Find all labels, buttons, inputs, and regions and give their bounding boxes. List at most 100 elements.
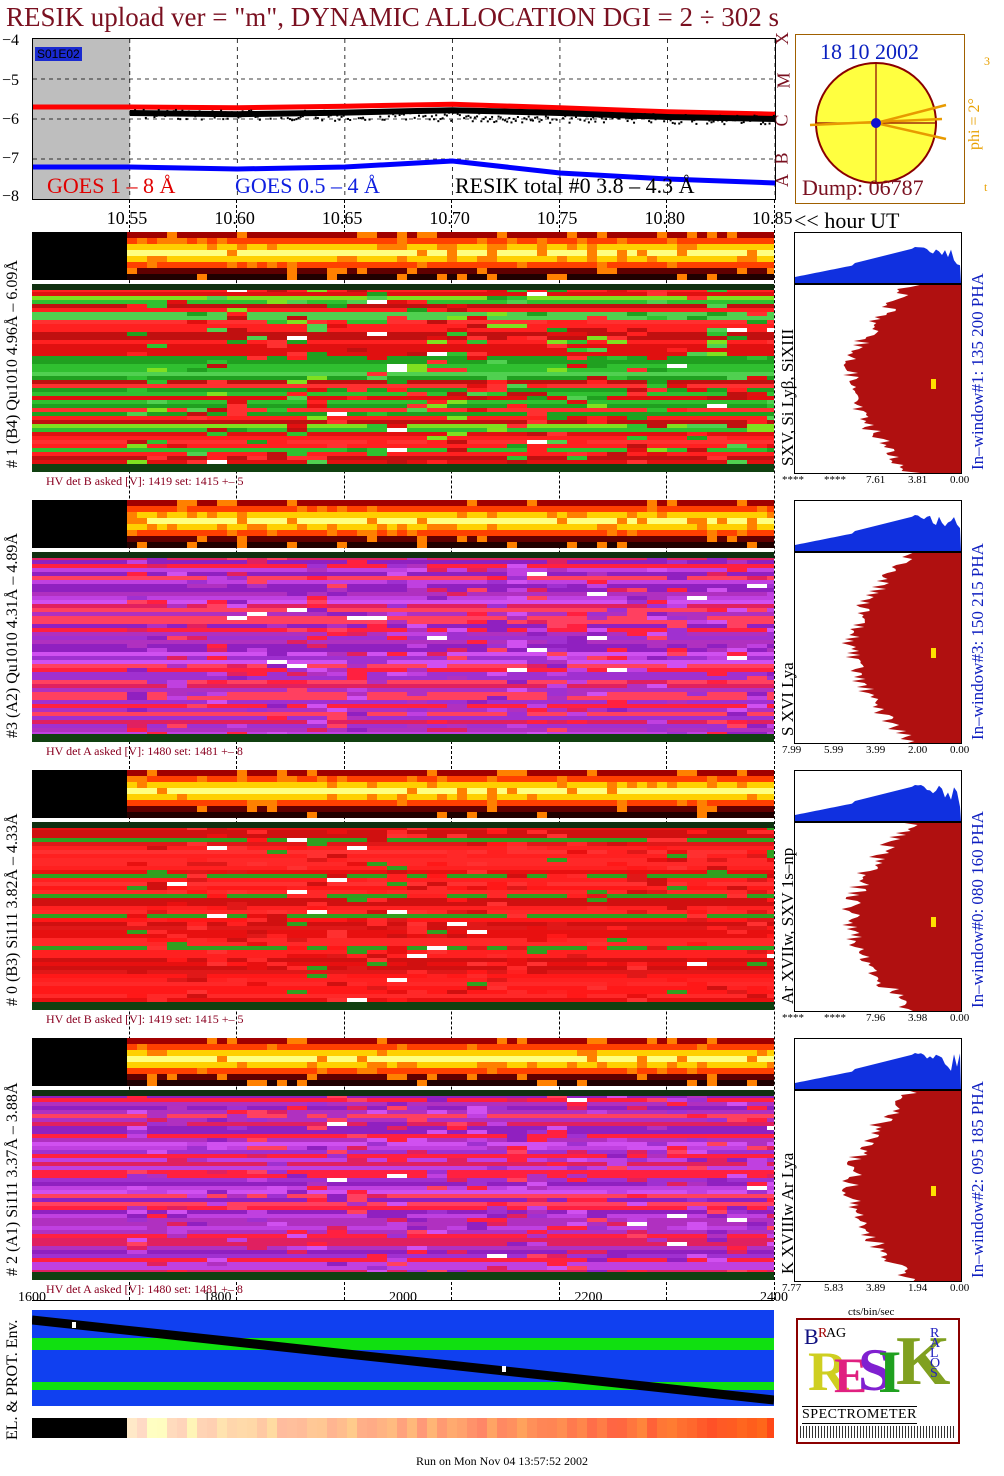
window-label: In–window#0: 080 160 PHA — [968, 811, 987, 1008]
pha-tick: 1.94 — [908, 1282, 928, 1294]
resik-logo: R E S I K B R A G S O L A R SPECTROMETER — [796, 1318, 960, 1444]
y-tick: −4 — [2, 32, 20, 49]
resik-noise-point — [452, 111, 455, 114]
resik-noise-point — [615, 116, 618, 119]
resik-noise-point — [570, 117, 573, 120]
env-panel — [32, 1310, 774, 1406]
resik-noise-point — [658, 116, 661, 119]
channel-label: # 0 (B3) Si111 3.82Å – 4.33Å — [4, 813, 21, 1006]
resik-noise-point — [284, 112, 287, 115]
resik-noise-point — [144, 116, 147, 119]
pha-tick: **** — [824, 1012, 846, 1024]
pha-blue-histogram — [794, 1038, 962, 1090]
pha-blue-histogram — [794, 770, 962, 822]
resik-noise-point — [181, 109, 184, 112]
time-gridline — [128, 200, 130, 1300]
resik-noise-point — [256, 115, 259, 118]
resik-noise-point — [448, 111, 451, 114]
resik-noise-point — [564, 115, 567, 118]
resik-noise-point — [162, 110, 165, 113]
window-label: In–window#3: 150 215 PHA — [968, 543, 987, 740]
resik-noise-point — [207, 114, 210, 117]
resik-noise-point — [680, 121, 683, 124]
resik-noise-point — [209, 112, 212, 115]
logo-small-r: R — [818, 1326, 828, 1341]
resik-noise-point — [228, 113, 231, 116]
resik-noise-point — [372, 110, 375, 113]
resik-noise-point — [198, 110, 201, 113]
hv-readout: HV det A asked [V]: 1480 set: 1481 +– 8 — [46, 1282, 243, 1296]
resik-noise-point — [697, 116, 700, 119]
env-axis-frame — [32, 1300, 774, 1301]
resik-noise-point — [506, 120, 509, 123]
resik-noise-point — [226, 117, 229, 120]
resik-noise-point — [273, 113, 276, 116]
pha-tick: 7.99 — [782, 744, 802, 756]
resik-noise-point — [551, 118, 554, 121]
resik-noise-point — [134, 109, 137, 112]
env-tick: 2400 — [760, 1290, 788, 1305]
resik-noise-point — [723, 123, 726, 126]
resik-noise-point — [258, 118, 261, 121]
resik-noise-point — [770, 118, 773, 121]
resik-noise-point — [476, 115, 479, 118]
resik-noise-point — [250, 109, 253, 112]
resik-noise-point — [482, 117, 485, 120]
sun-disk — [809, 62, 947, 184]
resik-noise-point — [574, 116, 577, 119]
resik-noise-point — [654, 118, 657, 121]
dump-label: Dump: 06787 — [802, 175, 924, 200]
resik-noise-point — [174, 108, 177, 111]
time-gridline — [236, 200, 238, 1300]
resik-noise-point — [433, 118, 436, 121]
resik-noise-point — [441, 117, 444, 120]
resik-noise-point — [233, 114, 236, 117]
resik-noise-point — [669, 119, 672, 122]
resik-noise-point — [243, 111, 246, 114]
class-letter-m: M — [773, 72, 794, 89]
resik-noise-point — [331, 110, 334, 113]
resik-noise-point — [744, 118, 747, 121]
resik-noise-point — [443, 113, 446, 116]
resik-noise-point — [172, 110, 175, 113]
resik-noise-point — [764, 123, 767, 126]
resik-noise-point — [263, 113, 266, 116]
resik-noise-point — [422, 115, 425, 118]
resik-noise-point — [192, 114, 195, 117]
resik-noise-point — [673, 122, 676, 125]
page-title: RESIK upload ver = "m", DYNAMIC ALLOCATI… — [6, 2, 780, 32]
resik-noise-point — [768, 122, 771, 125]
resik-noise-point — [747, 119, 750, 122]
resik-noise-point — [630, 118, 633, 121]
resik-noise-point — [357, 117, 360, 120]
resik-noise-point — [239, 115, 242, 118]
resik-noise-point — [514, 119, 517, 122]
resik-noise-point — [377, 110, 380, 113]
resik-noise-point — [656, 115, 659, 118]
resik-noise-point — [495, 120, 498, 123]
resik-noise-point — [542, 112, 545, 115]
sun-date: 18 10 2002 — [820, 39, 919, 64]
pha-blue-histogram — [794, 232, 962, 284]
legend-goes-short: GOES 0.5 – 4 Å — [235, 173, 380, 198]
resik-noise-point — [222, 118, 225, 121]
resik-noise-point — [142, 108, 145, 111]
time-gridline — [558, 200, 560, 1300]
resik-noise-point — [486, 120, 489, 123]
resik-noise-point — [731, 119, 734, 122]
resik-noise-point — [488, 118, 491, 121]
resik-noise-point — [366, 112, 369, 115]
resik-noise-point — [635, 113, 638, 116]
resik-noise-point — [600, 116, 603, 119]
resik-noise-point — [465, 115, 468, 118]
resik-noise-point — [734, 119, 737, 122]
resik-noise-point — [613, 115, 616, 118]
resik-noise-point — [622, 112, 625, 115]
goes-lightcurves — [33, 39, 775, 199]
channel-label: # 1 (B4) Qu1010 4.96Å – 6.09Å — [4, 260, 21, 468]
resik-noise-point — [323, 109, 326, 112]
resik-noise-point — [166, 109, 169, 112]
resik-noise-point — [334, 119, 337, 122]
time-tick: 10.65 — [321, 208, 363, 228]
resik-noise-point — [678, 122, 681, 125]
